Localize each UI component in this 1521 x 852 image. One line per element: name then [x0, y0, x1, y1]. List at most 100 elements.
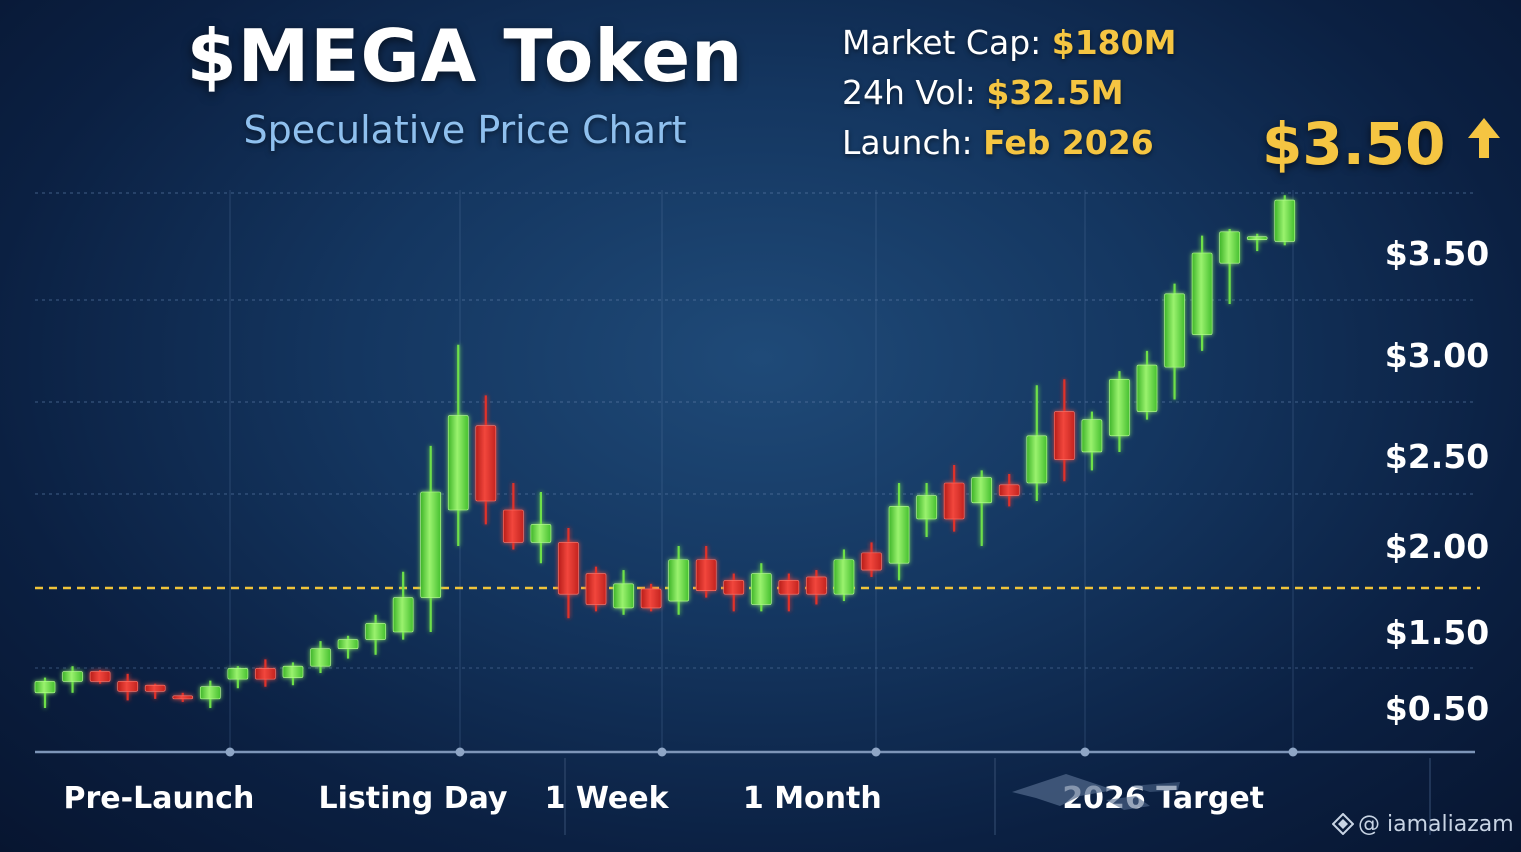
candle-down — [144, 683, 166, 699]
candle-body — [833, 559, 855, 595]
candle-body — [1136, 364, 1158, 412]
candle-down — [695, 546, 717, 598]
candle-up — [310, 641, 331, 674]
candle-up — [750, 563, 772, 612]
market-cap-stat: Market Cap: $180M — [842, 22, 1176, 72]
candle-up — [1164, 283, 1185, 400]
candle-up — [1191, 235, 1213, 351]
candle-body — [144, 684, 166, 692]
candle-body — [282, 665, 304, 678]
candle-body — [1026, 435, 1048, 484]
candle-body — [337, 639, 359, 650]
candle-down — [89, 670, 111, 684]
candle-down — [117, 673, 138, 701]
y-tick-label: $2.50 — [1385, 437, 1489, 476]
candle-up — [1136, 350, 1158, 420]
candle-down — [778, 573, 800, 612]
candle-up — [365, 614, 386, 655]
decorative-shape-icon — [1130, 782, 1180, 792]
candle-down — [640, 583, 662, 612]
stat-value: $32.5M — [986, 73, 1124, 112]
watermark-text: @ iamaliazam — [1358, 812, 1514, 837]
x-axis-tick-dot — [657, 747, 667, 757]
diamond-logo-icon — [1332, 813, 1354, 835]
stats-panel: Market Cap: $180M 24h Vol: $32.5M Launch… — [842, 22, 1176, 172]
candle-down — [861, 542, 882, 577]
candle-body — [888, 506, 910, 564]
candle-body — [1274, 199, 1296, 242]
x-axis-tick-dot — [225, 747, 235, 757]
launch-stat: Launch: Feb 2026 — [842, 122, 1176, 172]
candle-down — [172, 692, 194, 702]
candle-body — [1081, 419, 1103, 453]
stat-label: Market Cap: — [842, 23, 1052, 62]
candle-body — [34, 681, 56, 694]
candle-down — [998, 474, 1020, 507]
candle-up — [1081, 411, 1103, 471]
candle-body — [365, 623, 386, 640]
candle-up — [833, 549, 855, 602]
y-tick-label: $2.00 — [1385, 527, 1489, 566]
candles — [34, 195, 1296, 708]
candle-body — [861, 552, 882, 571]
arrow-up-icon — [1467, 118, 1500, 158]
candle-down — [558, 528, 579, 619]
candle-down — [943, 465, 965, 532]
x-axis-tick-dot — [455, 747, 465, 757]
candle-body — [200, 686, 221, 700]
candle-up — [971, 470, 993, 546]
candle-body — [558, 542, 579, 595]
candle-up — [888, 483, 910, 581]
decorative-shape-icon — [1012, 774, 1114, 806]
candle-body — [585, 573, 607, 605]
axis-labels: $3.50 $3.00 $2.50 $2.00 $1.50 $0.50 Pre-Launch… — [64, 234, 1490, 816]
watermark: @ iamaliazam — [1332, 812, 1514, 837]
candle-up — [1026, 385, 1048, 501]
candle-body — [916, 495, 937, 520]
candle-up — [337, 635, 359, 659]
candle-body — [172, 695, 194, 700]
candle-down — [475, 395, 497, 525]
candle-up — [282, 662, 304, 686]
x-axis-tick-dot — [1080, 747, 1090, 757]
candle-body — [695, 559, 717, 592]
chart-title: $MEGA Token — [186, 14, 744, 98]
candle-body — [668, 559, 689, 602]
candle-up — [613, 570, 634, 615]
candle-body — [1109, 378, 1130, 437]
candle-body — [1191, 252, 1213, 335]
candle-up — [447, 344, 469, 546]
headline-price: $3.50 — [1262, 110, 1502, 178]
x-axis-label: Listing Day — [319, 781, 508, 816]
stat-value: $180M — [1051, 23, 1177, 62]
candle-body — [255, 668, 276, 680]
x-axis-label: Pre-Launch — [64, 781, 255, 816]
decorations — [1012, 774, 1180, 810]
candle-body — [62, 671, 83, 682]
candle-body — [117, 681, 138, 692]
candle-down — [723, 573, 745, 612]
candle-body — [806, 576, 827, 595]
candle-up — [1219, 228, 1240, 304]
candle-body — [475, 425, 497, 502]
candle-body — [503, 509, 524, 543]
stat-label: 24h Vol: — [842, 73, 987, 112]
chart-subtitle: Speculative Price Chart — [243, 108, 687, 152]
x-axis-label: 1 Week — [545, 781, 670, 816]
candle-body — [943, 482, 965, 520]
candle-up — [916, 483, 937, 537]
y-tick-label: $1.50 — [1385, 613, 1489, 652]
candle-body — [1054, 411, 1075, 460]
candle-up — [200, 680, 221, 708]
candle-body — [392, 597, 414, 633]
candle-body — [723, 580, 745, 595]
candle-body — [310, 648, 331, 667]
decorative-shape-icon — [1106, 796, 1150, 810]
candle-body — [998, 484, 1020, 496]
candle-up — [227, 666, 249, 689]
candle-body — [227, 668, 249, 680]
y-tick-label: $3.50 — [1385, 234, 1489, 273]
y-tick-label: $3.00 — [1385, 336, 1489, 375]
candle-up — [420, 445, 442, 632]
